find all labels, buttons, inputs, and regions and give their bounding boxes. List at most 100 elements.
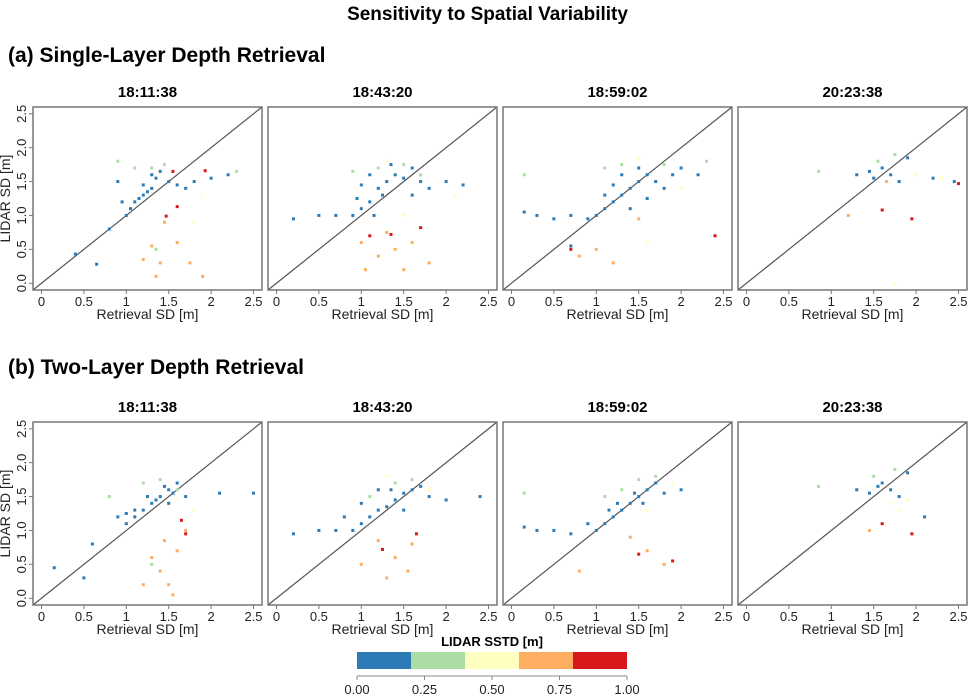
one-to-one-line xyxy=(502,106,733,291)
x-axis-label: Retrieval SD [m] xyxy=(332,306,434,322)
data-point xyxy=(645,173,649,177)
data-point xyxy=(603,193,607,197)
x-tick-label: 1 xyxy=(828,294,835,309)
panel-frame xyxy=(32,421,263,606)
data-point xyxy=(577,254,581,258)
data-point xyxy=(167,501,171,505)
data-point xyxy=(372,213,376,217)
data-point xyxy=(154,498,158,502)
data-point xyxy=(209,176,213,180)
data-point xyxy=(696,173,700,177)
x-tick-label: 0 xyxy=(38,294,45,309)
data-point xyxy=(351,528,355,532)
data-point xyxy=(594,247,598,251)
data-point xyxy=(410,478,414,482)
data-point xyxy=(381,547,384,551)
data-point xyxy=(645,241,649,245)
data-point xyxy=(522,210,526,214)
data-point xyxy=(889,488,893,492)
y-tick-label: 1.0 xyxy=(14,206,29,224)
data-point xyxy=(641,501,645,505)
x-tick-label: 0 xyxy=(38,609,45,624)
data-point xyxy=(133,508,137,512)
data-point xyxy=(616,501,619,505)
data-point xyxy=(522,491,526,495)
data-point xyxy=(910,217,914,221)
data-point xyxy=(364,268,368,272)
x-tick-label: 1.5 xyxy=(395,294,413,309)
data-point xyxy=(603,207,607,211)
data-point xyxy=(150,556,154,560)
x-axis-label: Retrieval SD [m] xyxy=(97,621,199,637)
x-tick-label: 0 xyxy=(743,609,750,624)
one-to-one-line xyxy=(737,106,968,291)
data-point xyxy=(603,522,607,526)
data-point xyxy=(522,525,526,529)
colorbar-tick-label: 0.75 xyxy=(547,682,572,696)
one-to-one-line xyxy=(737,421,968,606)
x-tick-label: 2 xyxy=(442,294,449,309)
y-tick-label: 0.5 xyxy=(14,240,29,258)
colorbar-tick-label: 0.50 xyxy=(479,682,504,696)
x-tick-label: 1.5 xyxy=(160,294,178,309)
data-point xyxy=(393,498,397,502)
panel-title: 20:23:38 xyxy=(822,84,882,101)
data-point xyxy=(671,481,675,485)
data-point xyxy=(376,488,380,492)
x-tick-label: 1.5 xyxy=(160,609,178,624)
x-axis-label: Retrieval SD [m] xyxy=(97,306,199,322)
data-point xyxy=(817,169,821,173)
data-point xyxy=(620,173,624,177)
data-point xyxy=(880,481,884,485)
data-point xyxy=(179,518,183,522)
data-point xyxy=(141,508,145,512)
x-tick-label: 2.5 xyxy=(949,609,967,624)
x-tick-label: 0 xyxy=(508,609,515,624)
x-tick-label: 0 xyxy=(743,294,750,309)
data-point xyxy=(116,159,120,163)
data-point xyxy=(957,182,961,186)
data-point xyxy=(192,508,196,512)
data-point xyxy=(671,559,675,563)
data-point xyxy=(133,515,137,519)
data-point xyxy=(923,515,927,519)
data-point xyxy=(645,508,649,512)
panel-title: 18:11:38 xyxy=(118,84,177,101)
data-point xyxy=(410,193,414,197)
data-point xyxy=(150,562,154,566)
data-point xyxy=(893,152,897,156)
x-tick-label: 0 xyxy=(508,294,515,309)
data-point xyxy=(662,186,666,190)
data-point xyxy=(419,484,423,488)
data-point xyxy=(175,241,179,245)
x-axis-label: Retrieval SD [m] xyxy=(567,621,669,637)
data-point xyxy=(867,169,871,173)
data-point xyxy=(880,166,884,170)
data-point xyxy=(73,252,77,256)
data-point xyxy=(167,488,171,492)
data-point xyxy=(141,481,145,485)
data-point xyxy=(124,213,128,217)
data-point xyxy=(402,176,406,180)
data-point xyxy=(897,508,901,512)
data-point xyxy=(402,213,406,217)
data-point xyxy=(453,193,457,197)
data-point xyxy=(90,542,94,546)
data-point xyxy=(444,498,448,502)
data-point xyxy=(427,261,431,265)
data-point xyxy=(291,532,295,536)
data-point xyxy=(359,207,363,211)
data-point xyxy=(603,495,607,499)
data-point xyxy=(603,166,607,170)
data-point xyxy=(385,474,389,478)
x-tick-label: 0.5 xyxy=(75,609,93,624)
y-tick-label: 2.0 xyxy=(14,454,29,472)
data-point xyxy=(192,220,196,224)
x-tick-label: 1 xyxy=(123,294,130,309)
colorbar-tick-label: 0.25 xyxy=(412,682,437,696)
data-point xyxy=(855,173,859,177)
colorbar-swatch xyxy=(411,652,465,669)
data-point xyxy=(427,495,431,499)
data-point xyxy=(162,539,166,543)
